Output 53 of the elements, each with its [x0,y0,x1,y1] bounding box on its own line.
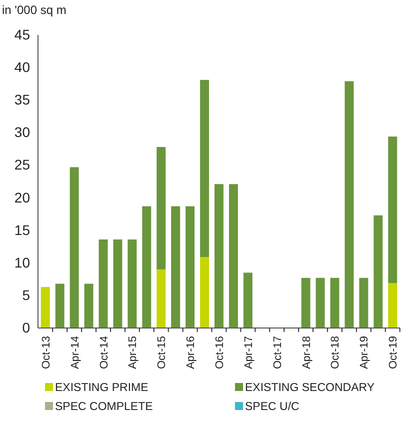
y-tick-label: 35 [14,92,30,108]
bar [113,239,122,328]
y-tick-label: 45 [14,26,30,42]
bar [84,284,94,328]
y-tick-label: 0 [22,319,30,336]
bar [388,283,398,328]
x-tick-label: Oct-14 [98,336,110,370]
x-tick-label: Oct-17 [272,336,284,370]
legend-label: SPEC U/C [245,401,300,413]
y-tick-label: 5 [22,286,30,303]
y-tick-label: 25 [14,156,30,173]
bar [70,167,79,328]
x-tick-label: Apr-19 [358,336,371,370]
bar [40,286,50,328]
legend-label: SPEC COMPLETE [55,401,154,413]
bar [200,80,210,258]
x-tick-label: Apr-18 [300,336,313,370]
y-tick-label: 20 [14,189,30,206]
y-tick-label: 30 [14,124,30,140]
bar [55,284,64,328]
bar [214,184,224,328]
x-tick-label: Apr-16 [185,336,198,370]
y-tick-label: 40 [14,59,30,76]
x-tick-label: Oct-18 [330,336,342,370]
x-tick-label: Oct-15 [156,336,168,370]
bar [316,278,325,328]
bar [228,184,238,328]
bar [200,257,210,328]
y-tick-label: 10 [14,254,30,270]
legend-label: EXISTING SECONDARY [245,382,375,394]
bar [344,81,354,328]
bar [128,239,137,328]
x-tick-label: Apr-14 [69,336,82,370]
y-tick-label: 15 [14,222,30,238]
bar [388,136,398,284]
bar [156,146,166,270]
x-tick-label: Oct-13 [40,336,52,370]
bar [186,206,195,328]
x-tick-label: Oct-19 [388,336,400,370]
bar [142,206,152,328]
bar [156,269,166,328]
bar [301,278,310,328]
x-tick-label: Oct-16 [214,336,226,370]
x-tick-label: Apr-17 [242,336,255,370]
bar [98,239,108,328]
bar [243,272,252,328]
bar [374,215,383,328]
bar [359,278,368,328]
x-tick-label: Apr-15 [127,336,140,370]
bar [171,206,180,328]
bar [330,278,340,328]
y-axis-title: in '000 sq m [2,3,66,17]
legend-label: EXISTING PRIME [55,382,149,394]
